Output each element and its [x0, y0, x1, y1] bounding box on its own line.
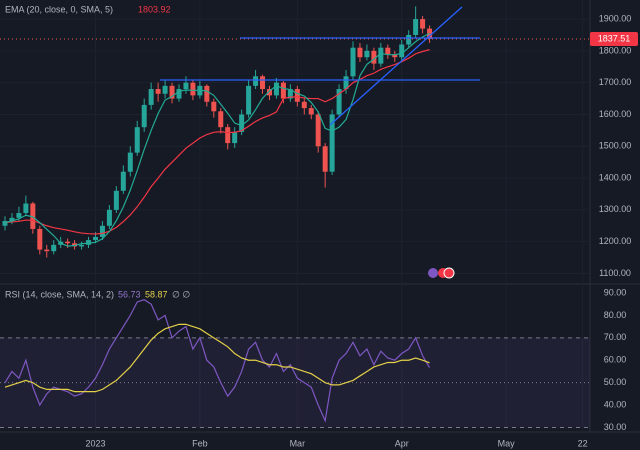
last-price-tag — [590, 31, 638, 46]
y-tick-label: 1900.00 — [599, 13, 632, 23]
y-tick-label: 1300.00 — [599, 204, 632, 214]
candle-body — [169, 85, 175, 99]
candle-body — [218, 111, 224, 128]
candle-body — [385, 47, 391, 55]
indicator-value: 58.87 — [145, 289, 168, 299]
candle-body — [86, 240, 92, 245]
candle-body — [44, 249, 50, 252]
y-tick-label: 1800.00 — [599, 45, 632, 55]
candle-body — [9, 217, 15, 221]
x-tick-label: 22 — [578, 438, 588, 448]
y-tick-label: 30.00 — [604, 422, 627, 432]
rsi-band — [0, 337, 590, 428]
candle-body — [287, 89, 293, 99]
x-tick-label: Mar — [290, 438, 306, 448]
y-tick-label: 50.00 — [604, 377, 627, 387]
candle-body — [371, 50, 377, 64]
candle-body — [322, 146, 328, 172]
y-tick-label: 40.00 — [604, 399, 627, 409]
y-tick-label: 1100.00 — [599, 268, 631, 278]
candle-body — [232, 131, 238, 144]
y-tick-label: 1500.00 — [599, 141, 632, 151]
indicator-value: 1803.92 — [138, 4, 171, 14]
candle-body — [239, 114, 245, 132]
candle-body — [190, 82, 196, 96]
y-tick-label: 80.00 — [604, 310, 627, 320]
candle-body — [357, 47, 363, 58]
y-tick-label: 1700.00 — [599, 77, 632, 87]
candle-body — [329, 114, 335, 172]
candle-body — [413, 19, 419, 35]
candle-body — [51, 244, 57, 252]
candle-body — [364, 50, 370, 58]
candle-body — [127, 152, 133, 172]
event-icon[interactable] — [428, 268, 438, 278]
y-tick-label: 1600.00 — [599, 109, 632, 119]
candle-body — [72, 243, 78, 247]
candle-body — [315, 114, 321, 147]
candle-body — [183, 82, 189, 90]
candle-body — [399, 44, 405, 58]
candle-body — [420, 19, 426, 29]
candle-body — [266, 89, 272, 96]
candle-body — [211, 101, 217, 112]
candle-body — [37, 228, 43, 250]
candle-body — [2, 220, 8, 226]
candle-body — [204, 85, 210, 102]
indicator-label: RSI (14, close, SMA, 14, 2) — [5, 289, 114, 299]
candle-body — [392, 54, 398, 58]
candle-body — [99, 225, 105, 237]
candle-body — [378, 47, 384, 64]
trend-line[interactable] — [329, 6, 463, 126]
candle-body — [155, 89, 161, 94]
x-tick-label: May — [498, 438, 516, 448]
x-tick-label: Feb — [192, 438, 208, 448]
candle-body — [350, 47, 356, 77]
candle-body — [113, 190, 119, 210]
candle-body — [23, 203, 29, 214]
indicator-value: 56.73 — [118, 289, 141, 299]
candle-body — [65, 241, 71, 244]
candle-body — [225, 127, 231, 144]
candle-body — [273, 82, 279, 96]
y-tick-label: 60.00 — [604, 355, 627, 365]
candle-body — [176, 89, 182, 99]
candle-body — [162, 85, 168, 94]
candle-body — [253, 76, 259, 86]
candle-body — [260, 76, 266, 90]
candle-body — [336, 89, 342, 115]
candle-body — [294, 89, 300, 102]
x-tick-label: Apr — [395, 438, 409, 448]
candle-body — [246, 85, 252, 115]
candle-body — [406, 34, 412, 45]
y-tick-label: 1200.00 — [599, 236, 632, 246]
candle-body — [30, 203, 36, 229]
y-tick-label: 1400.00 — [599, 172, 632, 182]
event-icon[interactable] — [443, 267, 455, 279]
indicator-line — [4, 299, 431, 423]
candle-body — [92, 236, 98, 241]
y-tick-label: 90.00 — [604, 287, 627, 297]
candle-body — [141, 104, 147, 128]
candle-body — [148, 89, 154, 105]
candle-body — [79, 244, 85, 247]
candle-body — [120, 171, 126, 191]
last-price-label: 1837.51 — [598, 33, 631, 43]
candle-body — [280, 82, 286, 99]
candle-body — [308, 108, 314, 115]
x-tick-label: 2023 — [85, 438, 105, 448]
indicator-line — [4, 323, 430, 393]
indicator-label: EMA (20, close, 0, SMA, 5) — [5, 4, 113, 14]
candle-body — [301, 101, 307, 109]
event-icons[interactable] — [428, 267, 455, 279]
indicator-extra: ∅ ∅ — [172, 289, 190, 299]
candle-body — [134, 127, 140, 153]
y-tick-label: 70.00 — [604, 332, 627, 342]
candle-body — [343, 76, 349, 90]
candle-body — [16, 213, 22, 218]
candle-body — [106, 209, 112, 226]
drawings — [160, 6, 480, 126]
